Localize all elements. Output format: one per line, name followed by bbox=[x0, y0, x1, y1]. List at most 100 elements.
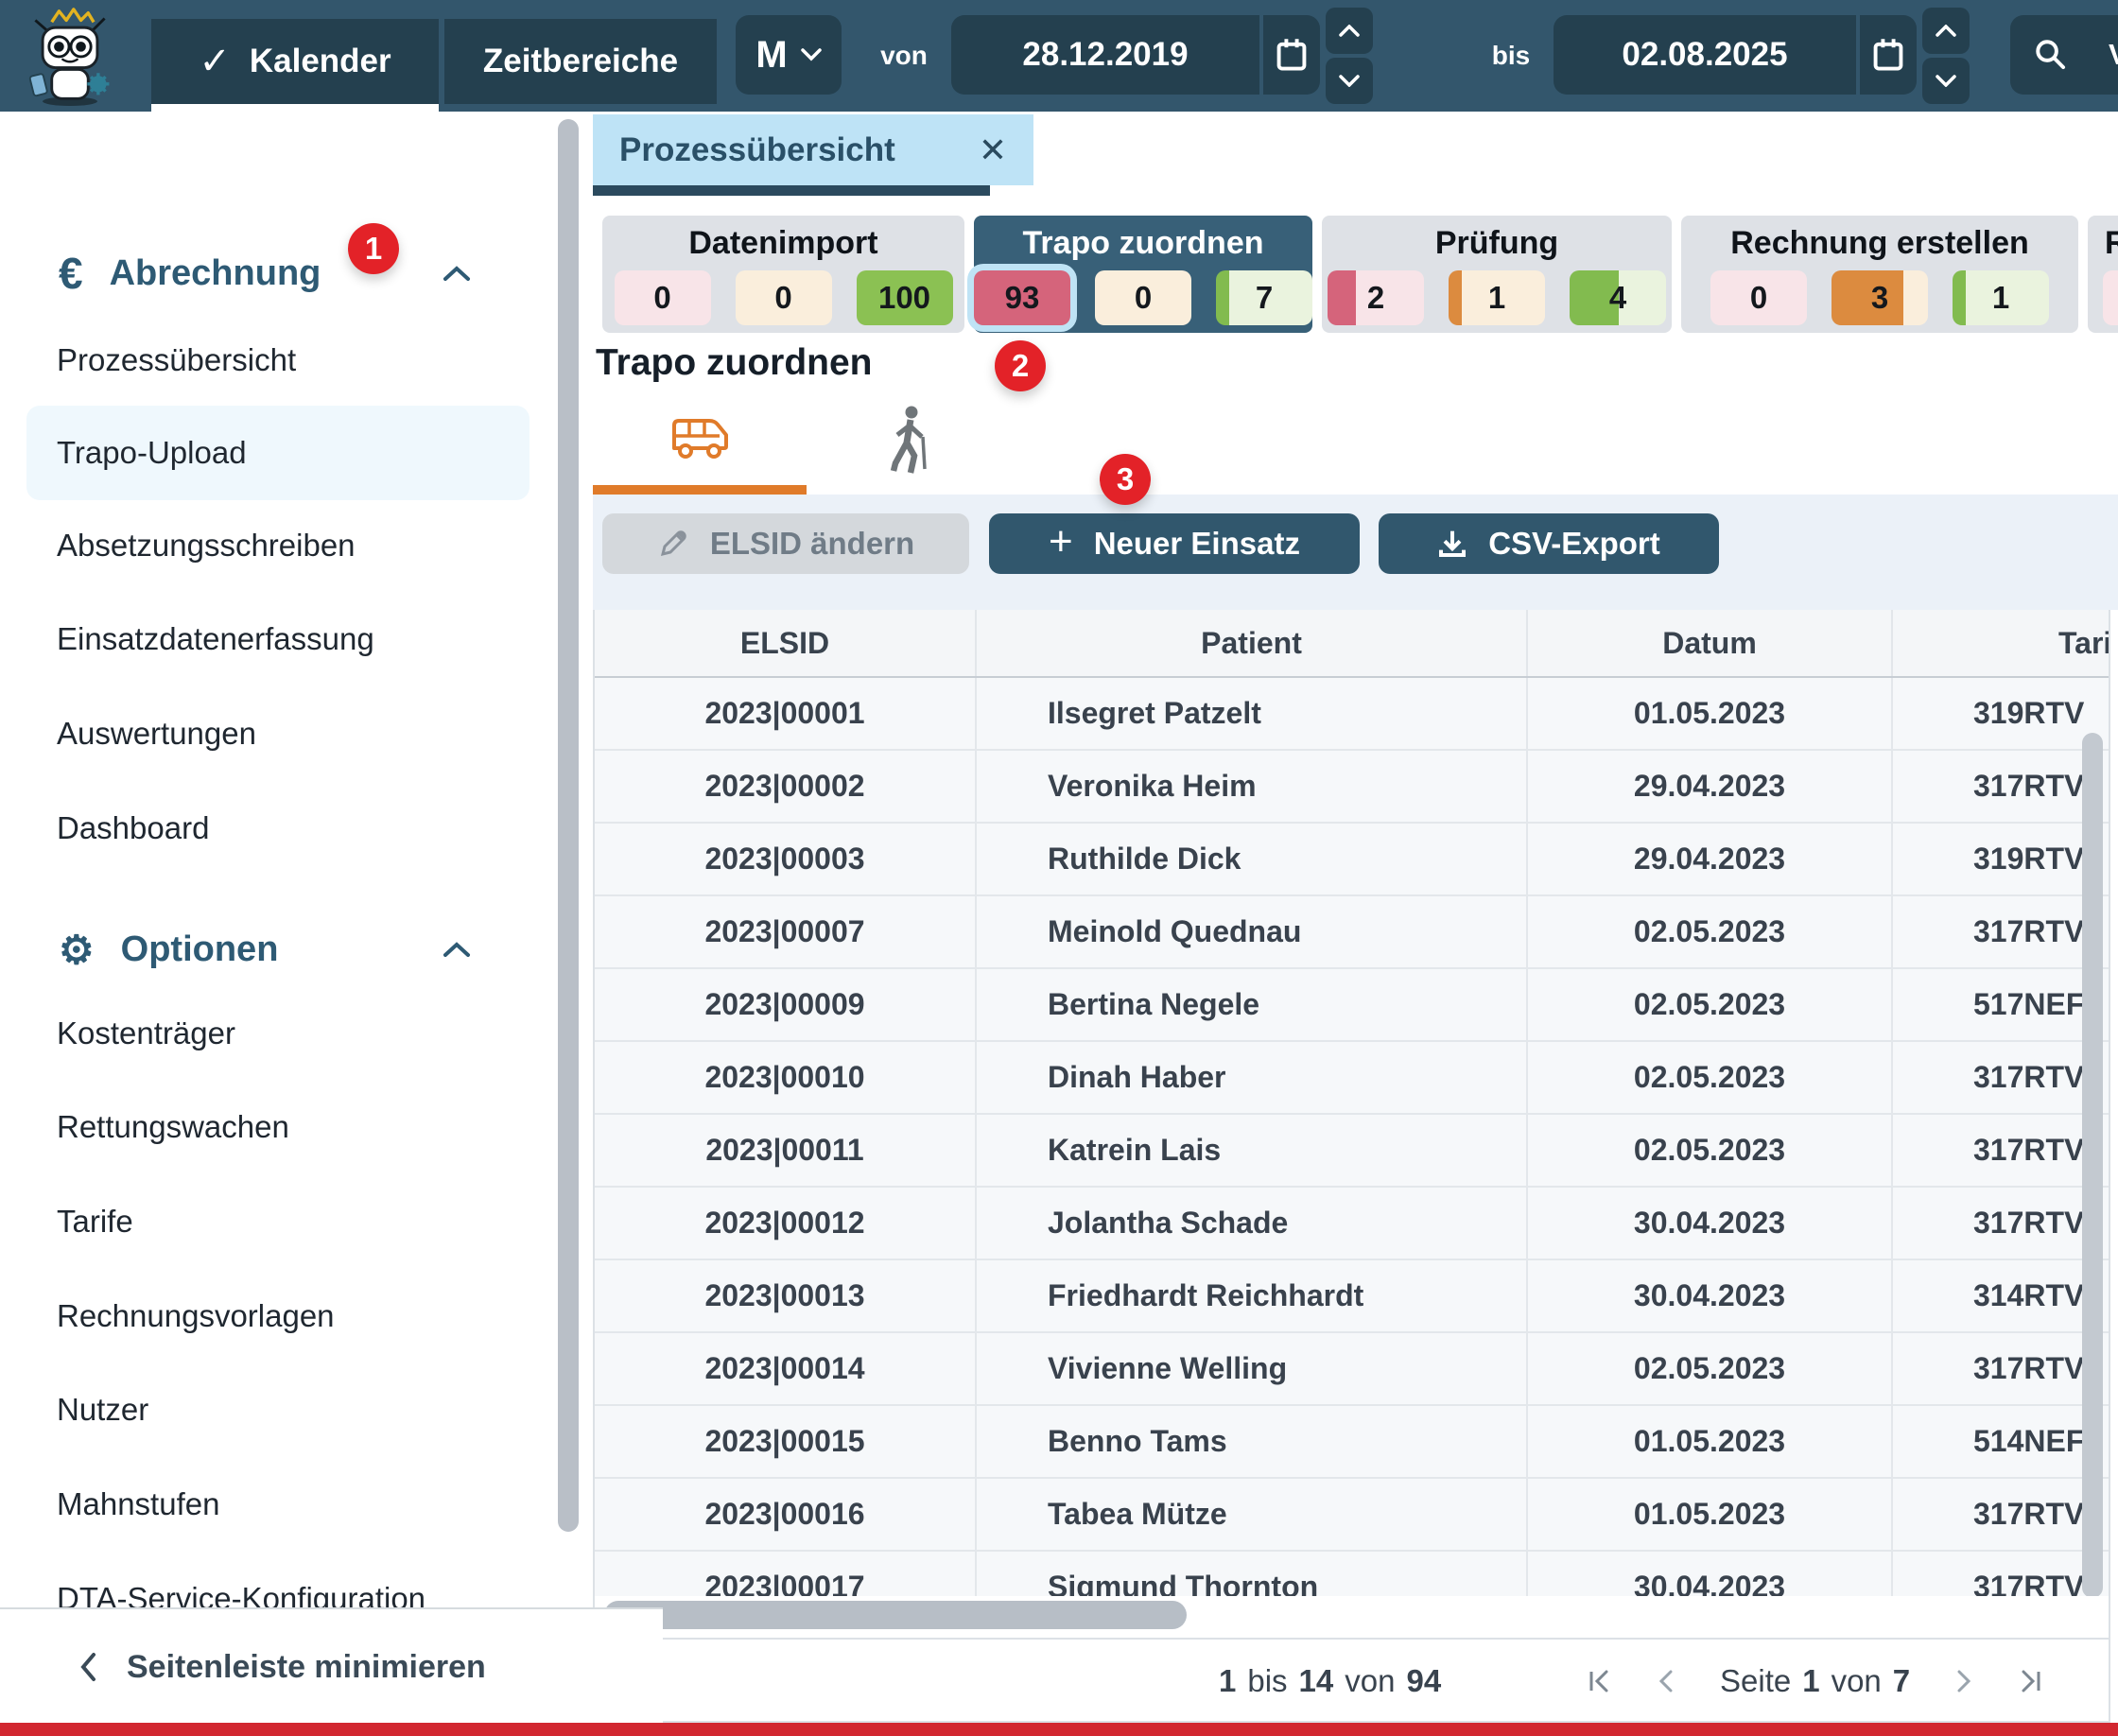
table-row[interactable]: 2023|00011 Katrein Lais 02.05.2023 317RT… bbox=[595, 1115, 2110, 1188]
close-icon[interactable]: ✕ bbox=[979, 130, 1007, 170]
search-input[interactable]: Vo bbox=[2010, 15, 2118, 95]
von-calendar-button[interactable] bbox=[1263, 15, 1320, 95]
previous-page-button[interactable] bbox=[1658, 1668, 1675, 1694]
tab-zeitbereiche[interactable]: Zeitbereiche bbox=[444, 19, 717, 104]
table-vertical-scrollbar[interactable] bbox=[2082, 733, 2103, 1598]
table-row[interactable]: 2023|00001 Ilsegret Patzelt 01.05.2023 3… bbox=[595, 678, 2110, 751]
cell-patient: Ilsegret Patzelt bbox=[977, 678, 1528, 749]
sidebar-scrollbar[interactable] bbox=[558, 119, 579, 1532]
cell-datum: 01.05.2023 bbox=[1528, 1479, 1893, 1550]
cell-elsid: 2023|00014 bbox=[595, 1333, 977, 1404]
card-title: R bbox=[2088, 225, 2118, 262]
sidebar-item-dashboard[interactable]: Dashboard bbox=[0, 797, 583, 859]
column-header-datum[interactable]: Datum bbox=[1528, 610, 1893, 676]
table-row[interactable]: 2023|00002 Veronika Heim 29.04.2023 317R… bbox=[595, 751, 2110, 824]
von-date-input[interactable]: 28.12.2019 bbox=[951, 15, 1259, 95]
sidebar-minimize-button[interactable]: Seitenleiste minimieren bbox=[0, 1607, 663, 1725]
bottom-accent-line bbox=[0, 1723, 2118, 1736]
table-row[interactable]: 2023|00003 Ruthilde Dick 29.04.2023 319R… bbox=[595, 824, 2110, 896]
next-page-button[interactable] bbox=[1955, 1668, 1972, 1694]
process-card-datenimport[interactable]: Datenimport 0 0 100 bbox=[602, 216, 964, 333]
status-badge-done: 7 bbox=[1216, 270, 1312, 325]
table-row[interactable]: 2023|00010 Dinah Haber 02.05.2023 317RTV bbox=[595, 1042, 2110, 1115]
table-row[interactable]: 2023|00015 Benno Tams 01.05.2023 514NEF bbox=[595, 1406, 2110, 1479]
table-horizontal-scrollbar[interactable] bbox=[604, 1601, 1187, 1629]
bis-calendar-button[interactable] bbox=[1860, 15, 1917, 95]
annotation-step-1: 1 bbox=[348, 223, 399, 274]
status-badge-done: 4 bbox=[1570, 270, 1666, 325]
status-badge-done: 100 bbox=[857, 270, 953, 325]
search-value: Vo bbox=[2109, 38, 2118, 72]
bus-icon bbox=[669, 414, 732, 461]
table-row[interactable]: 2023|00013 Friedhardt Reichhardt 30.04.2… bbox=[595, 1260, 2110, 1333]
cell-elsid: 2023|00007 bbox=[595, 896, 977, 967]
card-title: Prüfung bbox=[1322, 225, 1672, 262]
sidebar-item-prozessuebersicht[interactable]: Prozessübersicht bbox=[0, 329, 583, 391]
process-card-pruefung[interactable]: Prüfung 2 1 4 bbox=[1322, 216, 1672, 333]
app-window: ✓ Kalender Zeitbereiche M von 28.12.2019 bbox=[0, 0, 2118, 1736]
bis-decrement-button[interactable] bbox=[1922, 58, 1970, 104]
von-word: von bbox=[1832, 1663, 1882, 1699]
cell-tarif: 317RTV bbox=[1893, 1042, 2110, 1113]
document-tab-prozessuebersicht[interactable]: Prozessübersicht ✕ bbox=[593, 114, 1033, 185]
sidebar-item-mahnstufen[interactable]: Mahnstufen bbox=[0, 1473, 583, 1536]
robot-mascot-logo bbox=[23, 6, 117, 106]
sidebar-section-abrechnung[interactable]: € Abrechnung bbox=[0, 242, 588, 304]
sidebar-item-rettungswachen[interactable]: Rettungswachen bbox=[0, 1096, 583, 1158]
page-title: Trapo zuordnen bbox=[596, 342, 873, 384]
sidebar-item-nutzer[interactable]: Nutzer bbox=[0, 1379, 583, 1441]
sidebar-item-auswertungen[interactable]: Auswertungen bbox=[0, 703, 583, 765]
bis-increment-button[interactable] bbox=[1922, 8, 1970, 54]
sidebar-section-optionen[interactable]: ⚙ Optionen bbox=[0, 918, 588, 981]
cell-tarif: 517NEF bbox=[1893, 969, 2110, 1040]
process-card-trapo-zuordnen[interactable]: Trapo zuordnen 93 0 7 bbox=[974, 216, 1312, 333]
column-header-elsid[interactable]: ELSID bbox=[595, 610, 977, 676]
table-row[interactable]: 2023|00012 Jolantha Schade 30.04.2023 31… bbox=[595, 1188, 2110, 1260]
sidebar-item-tarife[interactable]: Tarife bbox=[0, 1190, 583, 1253]
tab-vehicle-transports[interactable] bbox=[669, 414, 732, 466]
last-page-icon bbox=[2018, 1668, 2042, 1694]
tab-kalender-label: Kalender bbox=[250, 43, 391, 80]
mode-dropdown[interactable]: M bbox=[736, 15, 842, 95]
sidebar-item-rechnungsvorlagen[interactable]: Rechnungsvorlagen bbox=[0, 1285, 583, 1347]
von-decrement-button[interactable] bbox=[1326, 58, 1373, 104]
sidebar-item-trapo-upload[interactable]: Trapo-Upload bbox=[26, 406, 530, 500]
sidebar-item-einsatzdatenerfassung[interactable]: Einsatzdatenerfassung bbox=[0, 608, 583, 670]
sidebar-item-kostentraeger[interactable]: Kostenträger bbox=[0, 1002, 583, 1065]
process-card-partial[interactable]: R bbox=[2088, 216, 2118, 333]
elsid-aendern-label: ELSID ändern bbox=[710, 526, 914, 562]
chevron-right-icon bbox=[1955, 1668, 1972, 1694]
table-body: 2023|00001 Ilsegret Patzelt 01.05.2023 3… bbox=[595, 678, 2110, 1624]
section-title: Abrechnung bbox=[110, 253, 321, 294]
cell-datum: 30.04.2023 bbox=[1528, 1188, 1893, 1259]
table-row[interactable]: 2023|00007 Meinold Quednau 02.05.2023 31… bbox=[595, 896, 2110, 969]
chevron-up-icon[interactable] bbox=[443, 942, 471, 958]
cell-datum: 02.05.2023 bbox=[1528, 1042, 1893, 1113]
last-page-button[interactable] bbox=[2018, 1668, 2042, 1694]
first-page-button[interactable] bbox=[1588, 1668, 1612, 1694]
sidebar-item-absetzungsschreiben[interactable]: Absetzungsschreiben bbox=[0, 514, 583, 577]
elsid-aendern-button[interactable]: ELSID ändern bbox=[602, 513, 969, 574]
bis-date-input[interactable]: 02.08.2025 bbox=[1554, 15, 1856, 95]
cell-elsid: 2023|00012 bbox=[595, 1188, 977, 1259]
neuer-einsatz-button[interactable]: + Neuer Einsatz bbox=[989, 513, 1360, 574]
column-header-patient[interactable]: Patient bbox=[977, 610, 1528, 676]
cell-datum: 02.05.2023 bbox=[1528, 1115, 1893, 1186]
chevron-up-icon[interactable] bbox=[443, 266, 471, 282]
chevron-down-icon bbox=[801, 48, 822, 61]
table-row[interactable]: 2023|00014 Vivienne Welling 02.05.2023 3… bbox=[595, 1333, 2110, 1406]
table-row[interactable]: 2023|00016 Tabea Mütze 01.05.2023 317RTV bbox=[595, 1479, 2110, 1552]
column-header-tarif[interactable]: Tarif bbox=[1893, 610, 2110, 676]
tab-pedestrian-transports[interactable] bbox=[887, 405, 932, 483]
process-card-rechnung-erstellen[interactable]: Rechnung erstellen 0 3 1 bbox=[1681, 216, 2078, 333]
tab-kalender[interactable]: ✓ Kalender bbox=[151, 19, 439, 104]
csv-export-button[interactable]: CSV-Export bbox=[1379, 513, 1719, 574]
cell-tarif: 317RTV bbox=[1893, 896, 2110, 967]
cell-datum: 29.04.2023 bbox=[1528, 751, 1893, 822]
card-title: Rechnung erstellen bbox=[1681, 225, 2078, 262]
von-increment-button[interactable] bbox=[1326, 8, 1373, 54]
card-title: Datenimport bbox=[602, 225, 964, 262]
table-row[interactable]: 2023|00009 Bertina Negele 02.05.2023 517… bbox=[595, 969, 2110, 1042]
status-badge-error: 0 bbox=[615, 270, 711, 325]
cell-elsid: 2023|00003 bbox=[595, 824, 977, 894]
